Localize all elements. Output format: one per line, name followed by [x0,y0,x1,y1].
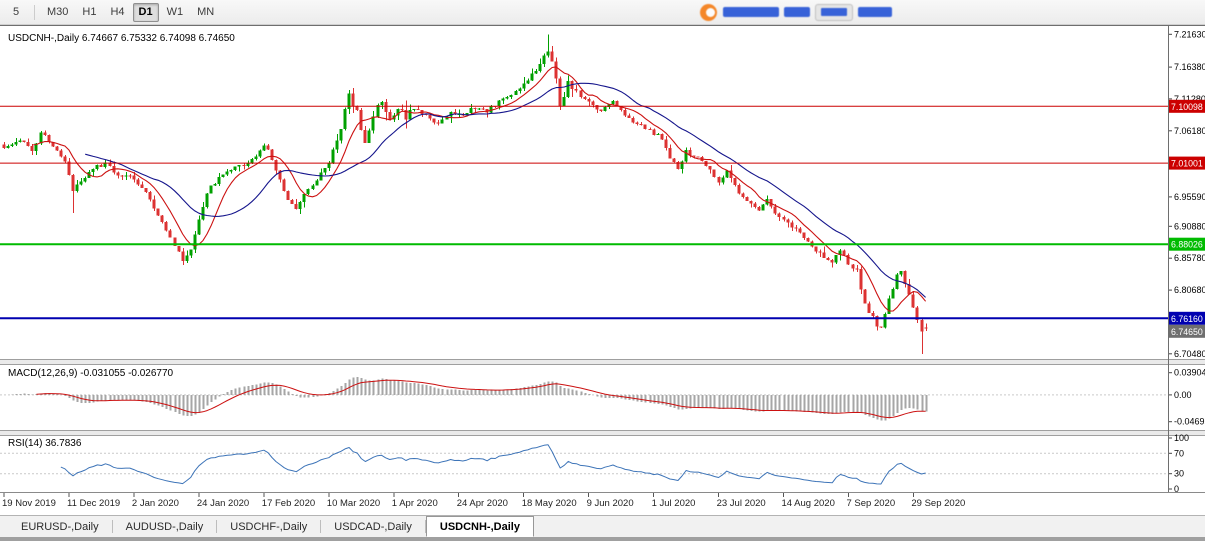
rsi-line [60,444,926,485]
date-label: 2 Jan 2020 [132,498,179,509]
price-tick-label: 6.95590 [1174,192,1205,202]
date-label: 1 Jul 2020 [652,498,696,509]
date-label: 19 Nov 2019 [2,498,56,509]
price-chart-svg[interactable]: 7.21630 7.16380 7.11280 7.06180 6.95590 6.908… [0,25,1205,515]
price-tick-label: 6.80680 [1174,285,1205,295]
broker-logo [700,2,897,22]
date-label: 24 Apr 2020 [457,498,508,509]
macd-signal-line [36,379,926,419]
broker-logo-badge [815,3,853,21]
date-label: 11 Dec 2019 [67,498,120,509]
date-label: 17 Feb 2020 [262,498,315,509]
date-label: 10 Mar 2020 [327,498,380,509]
date-label: 9 Jun 2020 [587,498,634,509]
price-tick-label: 7.16380 [1174,62,1205,72]
date-axis[interactable]: 19 Nov 2019 11 Dec 2019 2 Jan 2020 24 Jan 2… [2,493,965,509]
chart-tab-usdcnh[interactable]: USDCNH-,Daily [425,516,534,537]
timeframe-button-h4[interactable]: H4 [110,6,125,18]
date-label: 29 Sep 2020 [911,498,965,509]
price-tick-label: 6.90880 [1174,221,1205,231]
chart-tabs-bar: EURUSD-,Daily AUDUSD-,Daily USDCHF-,Daily U… [0,515,1205,537]
window-bottom-edge [0,537,1205,541]
rsi-tick-label: 100 [1174,433,1189,443]
timeframe-button-mn[interactable]: MN [197,6,215,18]
price-tick-label: 7.06180 [1174,126,1205,136]
date-label: 23 Jul 2020 [717,498,766,509]
price-tag: 7.01001 [1169,156,1205,170]
price-tag: 6.74650 [1169,324,1205,338]
chart-window[interactable]: 7.21630 7.16380 7.11280 7.06180 6.95590 6.908… [0,25,1205,515]
tab-separator [424,520,426,533]
svg-text:6.88026: 6.88026 [1171,240,1203,250]
broker-logo-wordmark [723,7,779,17]
ma-slow-line [85,82,926,298]
ma-fast-line [32,66,927,312]
timeframe-button-5[interactable]: 5 [12,6,20,18]
price-tag: 6.88026 [1169,237,1205,251]
chart-title: USDCNH-,Daily 6.74667 6.75332 6.74098 6.… [8,33,235,44]
price-axis[interactable]: 7.21630 7.16380 7.11280 7.06180 6.95590 6.908… [1169,29,1205,494]
macd-tick-label: -0.046955 [1174,417,1205,427]
date-label: 18 May 2020 [522,498,577,509]
price-tick-label: 7.21630 [1174,29,1205,39]
chart-tab-usdcad[interactable]: USDCAD-,Daily [334,520,412,533]
rsi-tick-label: 70 [1174,448,1184,458]
svg-text:6.76160: 6.76160 [1171,314,1203,324]
date-label: 1 Apr 2020 [392,498,438,509]
timeframe-button-m30[interactable]: M30 [47,6,69,18]
timeframe-toolbar: 5 M30 H1 H4 D1 W1 MN [0,0,1205,25]
chart-tab-audusd[interactable]: AUDUSD-,Daily [125,520,204,533]
timeframe-button-w1[interactable]: W1 [166,6,184,18]
price-tag: 6.76160 [1169,311,1205,325]
tab-separator [320,520,322,533]
macd-tick-label: 0.00 [1174,390,1192,400]
chart-tab-usdchf[interactable]: USDCHF-,Daily [230,520,308,533]
rsi-tick-label: 0 [1174,484,1179,494]
broker-logo-wordmark [784,7,810,17]
svg-text:7.01001: 7.01001 [1171,159,1203,169]
svg-text:7.10098: 7.10098 [1171,102,1203,112]
timeframe-button-h1[interactable]: H1 [82,6,97,18]
macd-histogram [11,376,928,421]
price-tick-label: 7.11280 [1174,94,1205,104]
rsi-tick-label: 30 [1174,469,1184,479]
date-label: 24 Jan 2020 [197,498,249,509]
tab-separator [216,520,218,533]
broker-logo-mark-icon [700,3,717,21]
macd-tick-label: 0.039044 [1174,368,1205,378]
price-tag: 7.10098 [1169,99,1205,113]
price-tick-label: 6.70480 [1174,349,1205,359]
tab-separator [111,520,113,533]
toolbar-separator [34,4,35,20]
macd-label: MACD(12,26,9) -0.031055 -0.026770 [8,368,174,379]
chart-tab-eurusd[interactable]: EURUSD-,Daily [21,520,99,533]
candles-group [2,34,928,354]
timeframe-button-d1[interactable]: D1 [132,2,159,22]
price-tick-label: 6.85780 [1174,253,1205,263]
broker-logo-wordmark [858,7,892,17]
date-label: 14 Aug 2020 [782,498,835,509]
date-label: 7 Sep 2020 [847,498,896,509]
svg-text:6.74650: 6.74650 [1171,327,1203,337]
rsi-label: RSI(14) 36.7836 [8,438,82,449]
